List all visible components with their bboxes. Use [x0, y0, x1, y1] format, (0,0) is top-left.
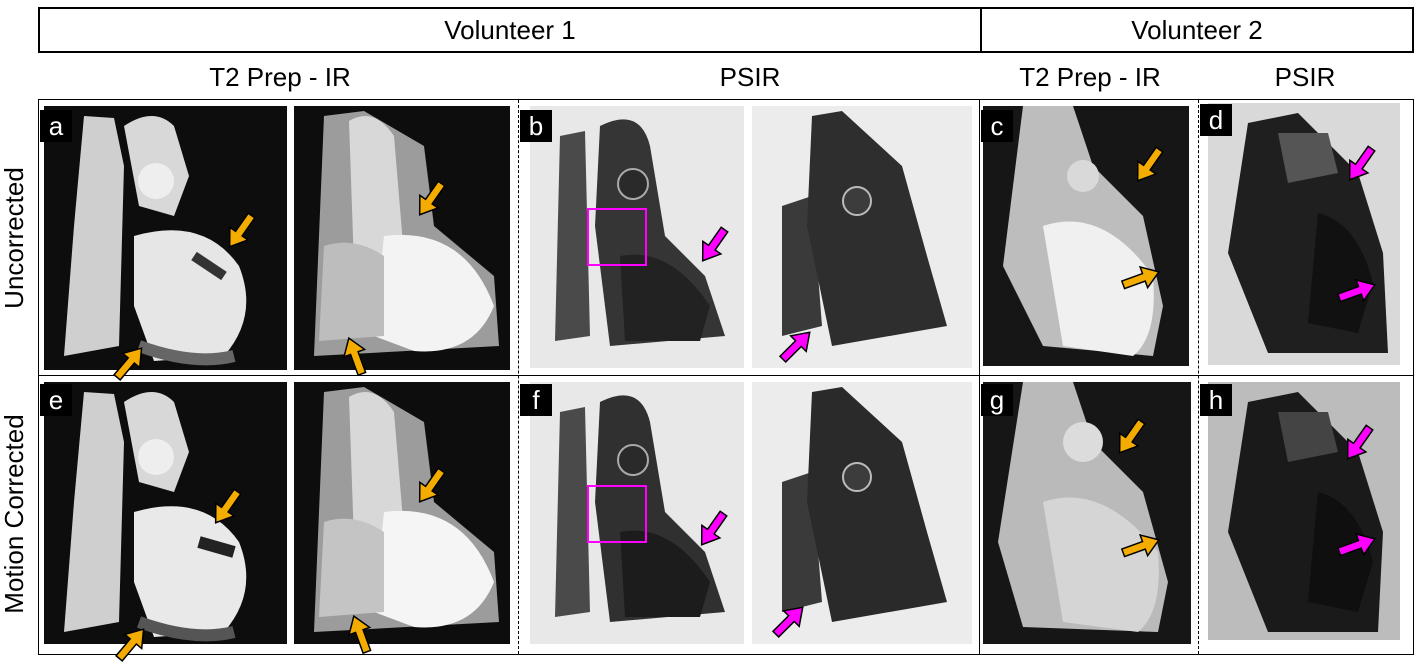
panel-tag-h: h	[1200, 384, 1232, 416]
figure-frame	[38, 99, 1414, 655]
row-label-motion-corrected: Motion Corrected	[0, 414, 29, 614]
panel-tag-e: e	[40, 384, 72, 416]
image-f-right	[752, 382, 972, 644]
panel-tag-c: c	[981, 110, 1013, 142]
v2-sequence-divider	[1198, 100, 1199, 654]
volunteer-1-header: Volunteer 1	[38, 7, 982, 53]
panel-tag-d: d	[1200, 104, 1232, 136]
v1-psir-heading: PSIR	[719, 62, 781, 92]
v2-t2prep-heading: T2 Prep - IR	[1019, 62, 1161, 92]
v1-sequence-divider	[518, 100, 519, 654]
image-g	[983, 382, 1191, 644]
roi-box-f	[587, 485, 647, 543]
image-e-left	[44, 382, 287, 644]
roi-box-b	[587, 208, 647, 266]
panel-tag-f: f	[520, 384, 552, 416]
image-c	[983, 106, 1189, 366]
image-f-left	[530, 382, 744, 644]
image-d	[1208, 103, 1400, 365]
panel-tag-g: g	[981, 384, 1013, 416]
volunteer-2-header: Volunteer 2	[980, 7, 1414, 53]
volunteer-divider	[979, 99, 980, 655]
v2-psir-heading: PSIR	[1274, 62, 1336, 92]
v1-t2prep-heading: T2 Prep - IR	[209, 62, 351, 92]
image-a-left	[44, 106, 287, 370]
image-a-right	[294, 106, 510, 370]
panel-tag-b: b	[520, 110, 552, 142]
image-b-right	[752, 106, 972, 368]
image-h	[1208, 382, 1400, 640]
image-b-left	[530, 106, 744, 368]
image-e-right	[294, 382, 510, 644]
volunteer-2-label: Volunteer 2	[1131, 14, 1263, 45]
row-divider	[38, 375, 1414, 376]
row-label-uncorrected: Uncorrected	[0, 167, 29, 309]
volunteer-1-label: Volunteer 1	[444, 14, 576, 45]
panel-tag-a: a	[40, 110, 72, 142]
